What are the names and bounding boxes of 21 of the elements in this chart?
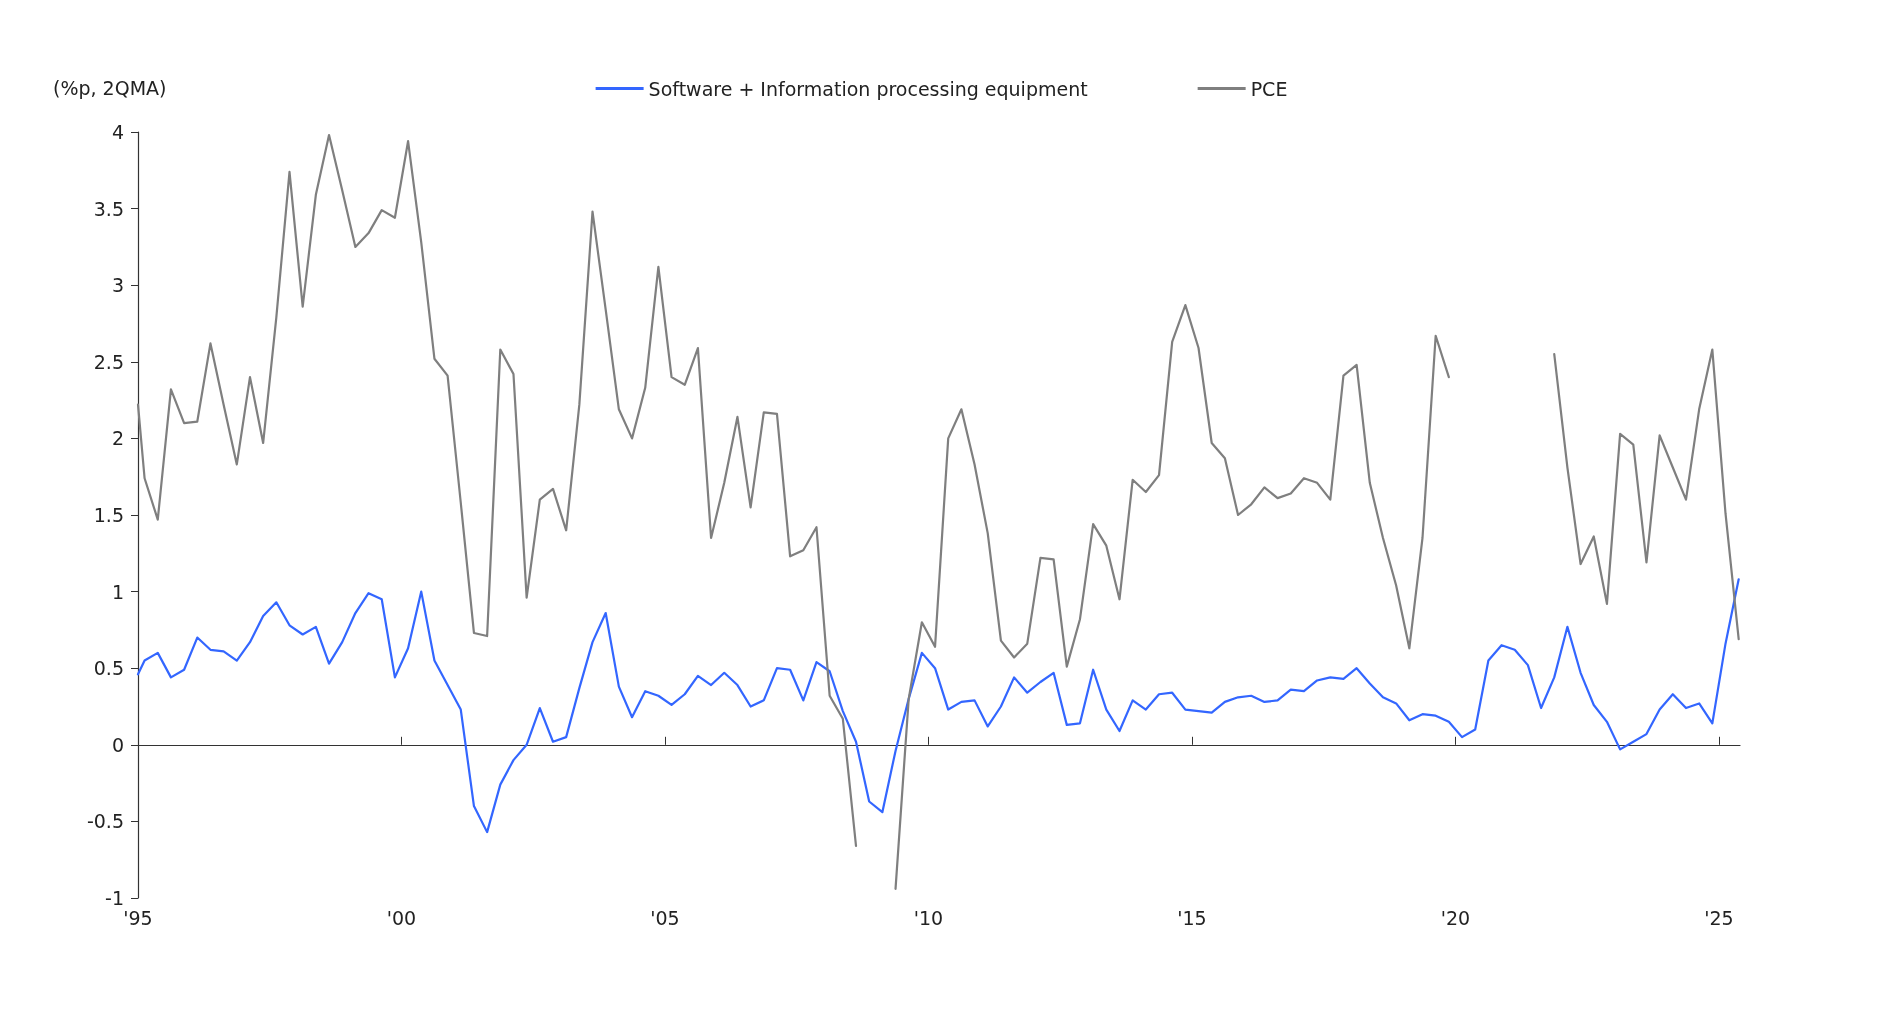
y-tick-label: 1 bbox=[111, 580, 124, 603]
y-tick-label: 4 bbox=[111, 121, 124, 143]
x-tick-label: '10 bbox=[913, 906, 944, 929]
x-tick-label: '05 bbox=[650, 906, 680, 929]
x-tick-label: '95 bbox=[123, 906, 153, 929]
y-tick-label: 2.5 bbox=[93, 350, 124, 373]
x-tick-label: '25 bbox=[1704, 906, 1734, 929]
x-tick-label: '00 bbox=[386, 906, 417, 929]
legend-label: PCE bbox=[1250, 77, 1288, 100]
y-tick-label: 3 bbox=[111, 274, 124, 297]
y-tick-label: 1.5 bbox=[93, 504, 124, 526]
x-tick-label: '15 bbox=[1177, 906, 1207, 929]
y-tick-label: 0 bbox=[111, 733, 124, 756]
y-tick-label: -0.5 bbox=[86, 810, 124, 833]
y-tick-label: 2 bbox=[111, 427, 124, 450]
legend-label: Software + Information processing equipment bbox=[648, 77, 1088, 100]
y-tick-label: 0.5 bbox=[93, 657, 124, 680]
y-tick-label: -1 bbox=[105, 887, 124, 909]
x-tick-label: '20 bbox=[1440, 906, 1471, 929]
y-axis-title: (%p, 2QMA) bbox=[53, 76, 167, 99]
y-tick-label: 3.5 bbox=[93, 197, 124, 220]
